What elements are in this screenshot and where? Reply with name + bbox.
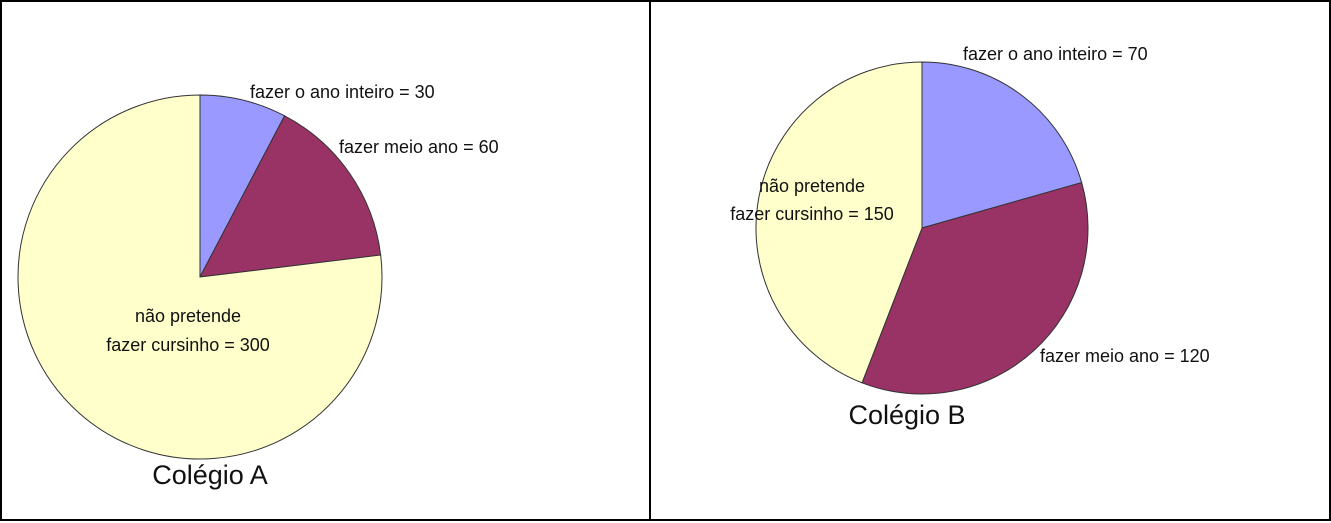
pie-slice-colegio-b-fazer-meio-ano-120 [861, 181, 1089, 395]
data-label-colegio-b-fazer-cursinho-150: fazer cursinho = 150 [730, 204, 894, 224]
chart-title-colegio-a: Colégio A [152, 460, 268, 490]
pie-labels-colegio-b: fazer o ano inteiro = 70 fazer meio ano =… [730, 44, 1209, 366]
data-label-colegio-a-fazer-o-ano-inteiro-30: fazer o ano inteiro = 30 [250, 82, 435, 102]
chart-title-colegio-b: Colégio B [848, 400, 965, 430]
pie-slice-colegio-a-fazer-cursinho-300 [17, 94, 383, 460]
pie-slices-colegio-a [17, 94, 383, 460]
chart-panel-colegio-a: fazer o ano inteiro = 30 fazer meio ano =… [0, 0, 651, 521]
data-label-colegio-b-fazer-o-ano-inteiro-70: fazer o ano inteiro = 70 [963, 44, 1148, 64]
pie-chart-colegio-b: fazer o ano inteiro = 70 fazer meio ano =… [730, 44, 1209, 430]
pie-labels-colegio-a: fazer o ano inteiro = 30 fazer meio ano =… [106, 82, 498, 355]
pie-slice-colegio-b-fazer-o-ano-inteiro-70 [921, 61, 1083, 229]
chart-panel-colegio-b: fazer o ano inteiro = 70 fazer meio ano =… [649, 0, 1331, 521]
data-label-colegio-a-nao-pretende: não pretende [135, 306, 241, 326]
data-label-colegio-a-fazer-meio-ano-60: fazer meio ano = 60 [339, 137, 499, 157]
pie-chart-colegio-a: fazer o ano inteiro = 30 fazer meio ano =… [17, 82, 499, 490]
data-label-colegio-a-fazer-cursinho-300: fazer cursinho = 300 [106, 335, 270, 355]
pie-slice-colegio-a-fazer-meio-ano-60 [199, 115, 382, 278]
pie-slice-colegio-b-fazer-cursinho-150 [755, 61, 923, 384]
data-label-colegio-b-fazer-meio-ano-120: fazer meio ano = 120 [1040, 346, 1210, 366]
pie-slices-colegio-b [755, 61, 1089, 395]
data-label-colegio-b-nao-pretende: não pretende [759, 176, 865, 196]
